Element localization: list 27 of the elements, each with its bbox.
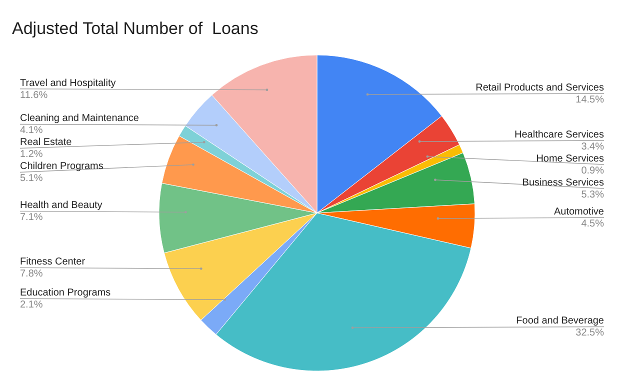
data-label: 4.1% (20, 125, 43, 136)
chart-title: Adjusted Total Number of Loans (12, 19, 258, 38)
slice-label: Health and Beauty (20, 200, 102, 212)
data-label: 2.1% (20, 300, 43, 311)
data-label: 5.1% (20, 173, 43, 184)
slice-label: Business Services (522, 178, 604, 189)
slice-label: Cleaning and Maintenance (20, 113, 140, 124)
slice-label: Healthcare Services (514, 130, 604, 141)
data-label: 11.6% (20, 90, 48, 101)
data-label: 7.1% (20, 212, 43, 224)
data-label: 3.4% (581, 142, 604, 153)
data-label: 5.3% (581, 190, 604, 201)
data-label: 1.2% (20, 149, 43, 160)
slice-label: Children Programs (20, 161, 104, 172)
data-label: 0.9% (581, 166, 604, 177)
data-label: 4.5% (581, 218, 604, 230)
data-label: 7.8% (20, 268, 43, 280)
slice-label: Retail Products and Services (476, 82, 604, 94)
slice-label: Food and Beverage (516, 316, 604, 327)
slice-label: Automotive (554, 206, 604, 218)
data-label: 32.5% (576, 328, 604, 339)
data-label: 14.5% (576, 94, 604, 106)
slice-label: Home Services (536, 154, 604, 165)
slice-label: Education Programs (20, 288, 111, 299)
slice-label: Real Estate (20, 137, 72, 148)
slice-label: Travel and Hospitality (20, 78, 116, 89)
slice-label: Fitness Center (20, 256, 86, 268)
